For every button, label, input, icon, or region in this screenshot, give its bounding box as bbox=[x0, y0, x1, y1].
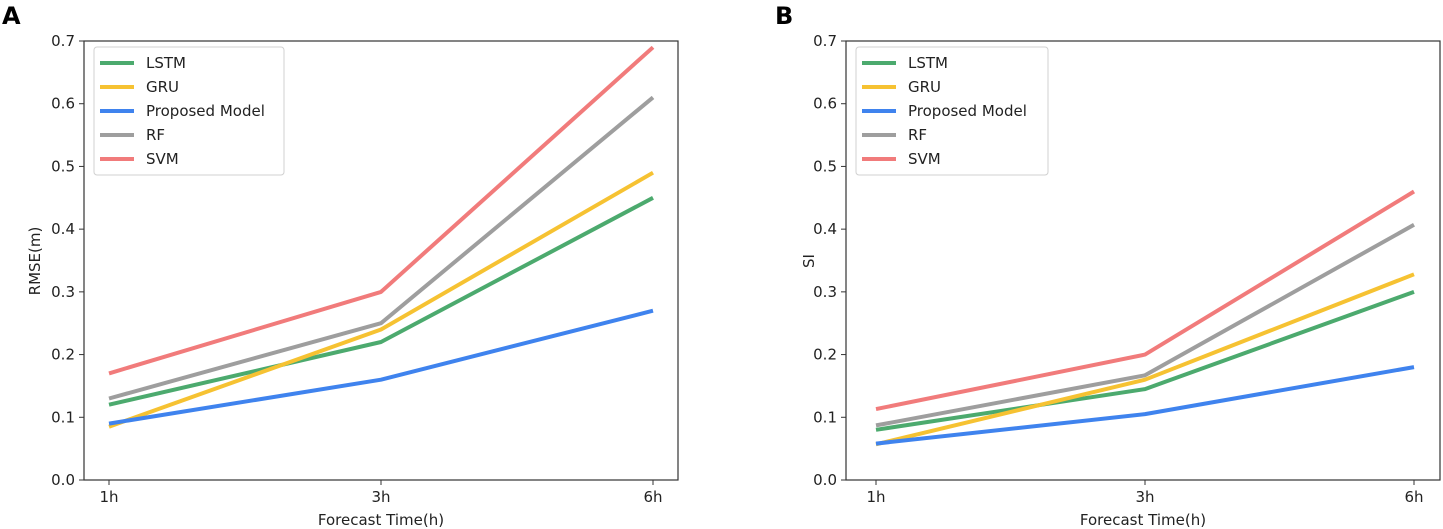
y-tick-label: 0.0 bbox=[51, 471, 75, 489]
y-tick-label: 0.5 bbox=[51, 157, 75, 175]
y-tick-label: 0.3 bbox=[51, 283, 75, 301]
series-line-gru bbox=[108, 170, 654, 429]
series-line-proposed-model bbox=[875, 365, 1415, 446]
legend-label-gru: GRU bbox=[146, 78, 179, 96]
legend: LSTM GRU Proposed Model RF SVM bbox=[93, 46, 285, 176]
y-tick-label: 0.6 bbox=[813, 95, 837, 113]
y-axis-title: SI bbox=[800, 254, 818, 268]
plot-area-frame bbox=[845, 40, 1441, 481]
series-line-proposed-model bbox=[108, 308, 654, 426]
x-axis-title: Forecast Time(h) bbox=[1080, 511, 1206, 529]
x-axis-title: Forecast Time(h) bbox=[318, 511, 444, 529]
x-tick-label: 1h bbox=[866, 488, 885, 506]
y-tick-label: 0.5 bbox=[813, 157, 837, 175]
y-tick-label: 0.1 bbox=[813, 408, 837, 426]
panel-label-b: B bbox=[775, 2, 793, 30]
legend-box bbox=[855, 46, 1049, 176]
x-tick-label: 6h bbox=[1404, 488, 1423, 506]
y-tick-label: 0.2 bbox=[813, 346, 837, 364]
y-tick-label: 0.7 bbox=[51, 32, 75, 50]
legend-label-rf: RF bbox=[908, 126, 927, 144]
legend-label-proposed-model: Proposed Model bbox=[146, 102, 265, 120]
y-tick-label: 0.4 bbox=[51, 220, 75, 238]
legend-box bbox=[93, 46, 285, 176]
panel-b-si-chart: B 0.0 0.1 0.2 0.3 0.4 0.5 0.6 0.7 1h 3h 6h Foreca… bbox=[775, 2, 1441, 529]
legend-label-rf: RF bbox=[146, 126, 165, 144]
y-tick-label: 0.2 bbox=[51, 346, 75, 364]
legend-label-lstm: LSTM bbox=[146, 54, 186, 72]
legend-label-lstm: LSTM bbox=[908, 54, 948, 72]
y-axis-ticks: 0.0 0.1 0.2 0.3 0.4 0.5 0.6 0.7 bbox=[813, 32, 846, 489]
series-line-rf bbox=[875, 223, 1415, 428]
x-tick-label: 3h bbox=[371, 488, 390, 506]
series-line-rf bbox=[108, 95, 655, 401]
x-axis-ticks: 1h 3h 6h bbox=[866, 480, 1424, 506]
series-line-svm bbox=[875, 189, 1416, 412]
x-tick-label: 3h bbox=[1135, 488, 1154, 506]
y-tick-label: 0.6 bbox=[51, 95, 75, 113]
panel-a-rmse-chart: A 0.0 0.1 0.2 0.3 0.4 0.5 0.6 0.7 1h 3h 6h Foreca… bbox=[2, 2, 679, 529]
y-tick-label: 0.7 bbox=[813, 32, 837, 50]
series-line-lstm bbox=[875, 290, 1415, 432]
legend-label-proposed-model: Proposed Model bbox=[908, 102, 1027, 120]
legend-label-svm: SVM bbox=[908, 150, 941, 168]
x-tick-label: 6h bbox=[643, 488, 662, 506]
series-lines bbox=[875, 189, 1416, 447]
series-lines bbox=[108, 45, 655, 429]
y-tick-label: 0.4 bbox=[813, 220, 837, 238]
x-tick-label: 1h bbox=[99, 488, 118, 506]
y-tick-label: 0.1 bbox=[51, 408, 75, 426]
series-line-lstm bbox=[108, 196, 654, 407]
x-axis-ticks: 1h 3h 6h bbox=[99, 480, 663, 506]
series-line-svm bbox=[108, 45, 655, 376]
panel-label-a: A bbox=[2, 2, 21, 30]
y-tick-label: 0.3 bbox=[813, 283, 837, 301]
y-axis-ticks: 0.0 0.1 0.2 0.3 0.4 0.5 0.6 0.7 bbox=[51, 32, 84, 489]
y-axis-title: RMSE(m) bbox=[26, 227, 44, 296]
series-line-gru bbox=[875, 272, 1415, 447]
legend: LSTM GRU Proposed Model RF SVM bbox=[855, 46, 1049, 176]
legend-label-svm: SVM bbox=[146, 150, 179, 168]
y-tick-label: 0.0 bbox=[813, 471, 837, 489]
legend-label-gru: GRU bbox=[908, 78, 941, 96]
